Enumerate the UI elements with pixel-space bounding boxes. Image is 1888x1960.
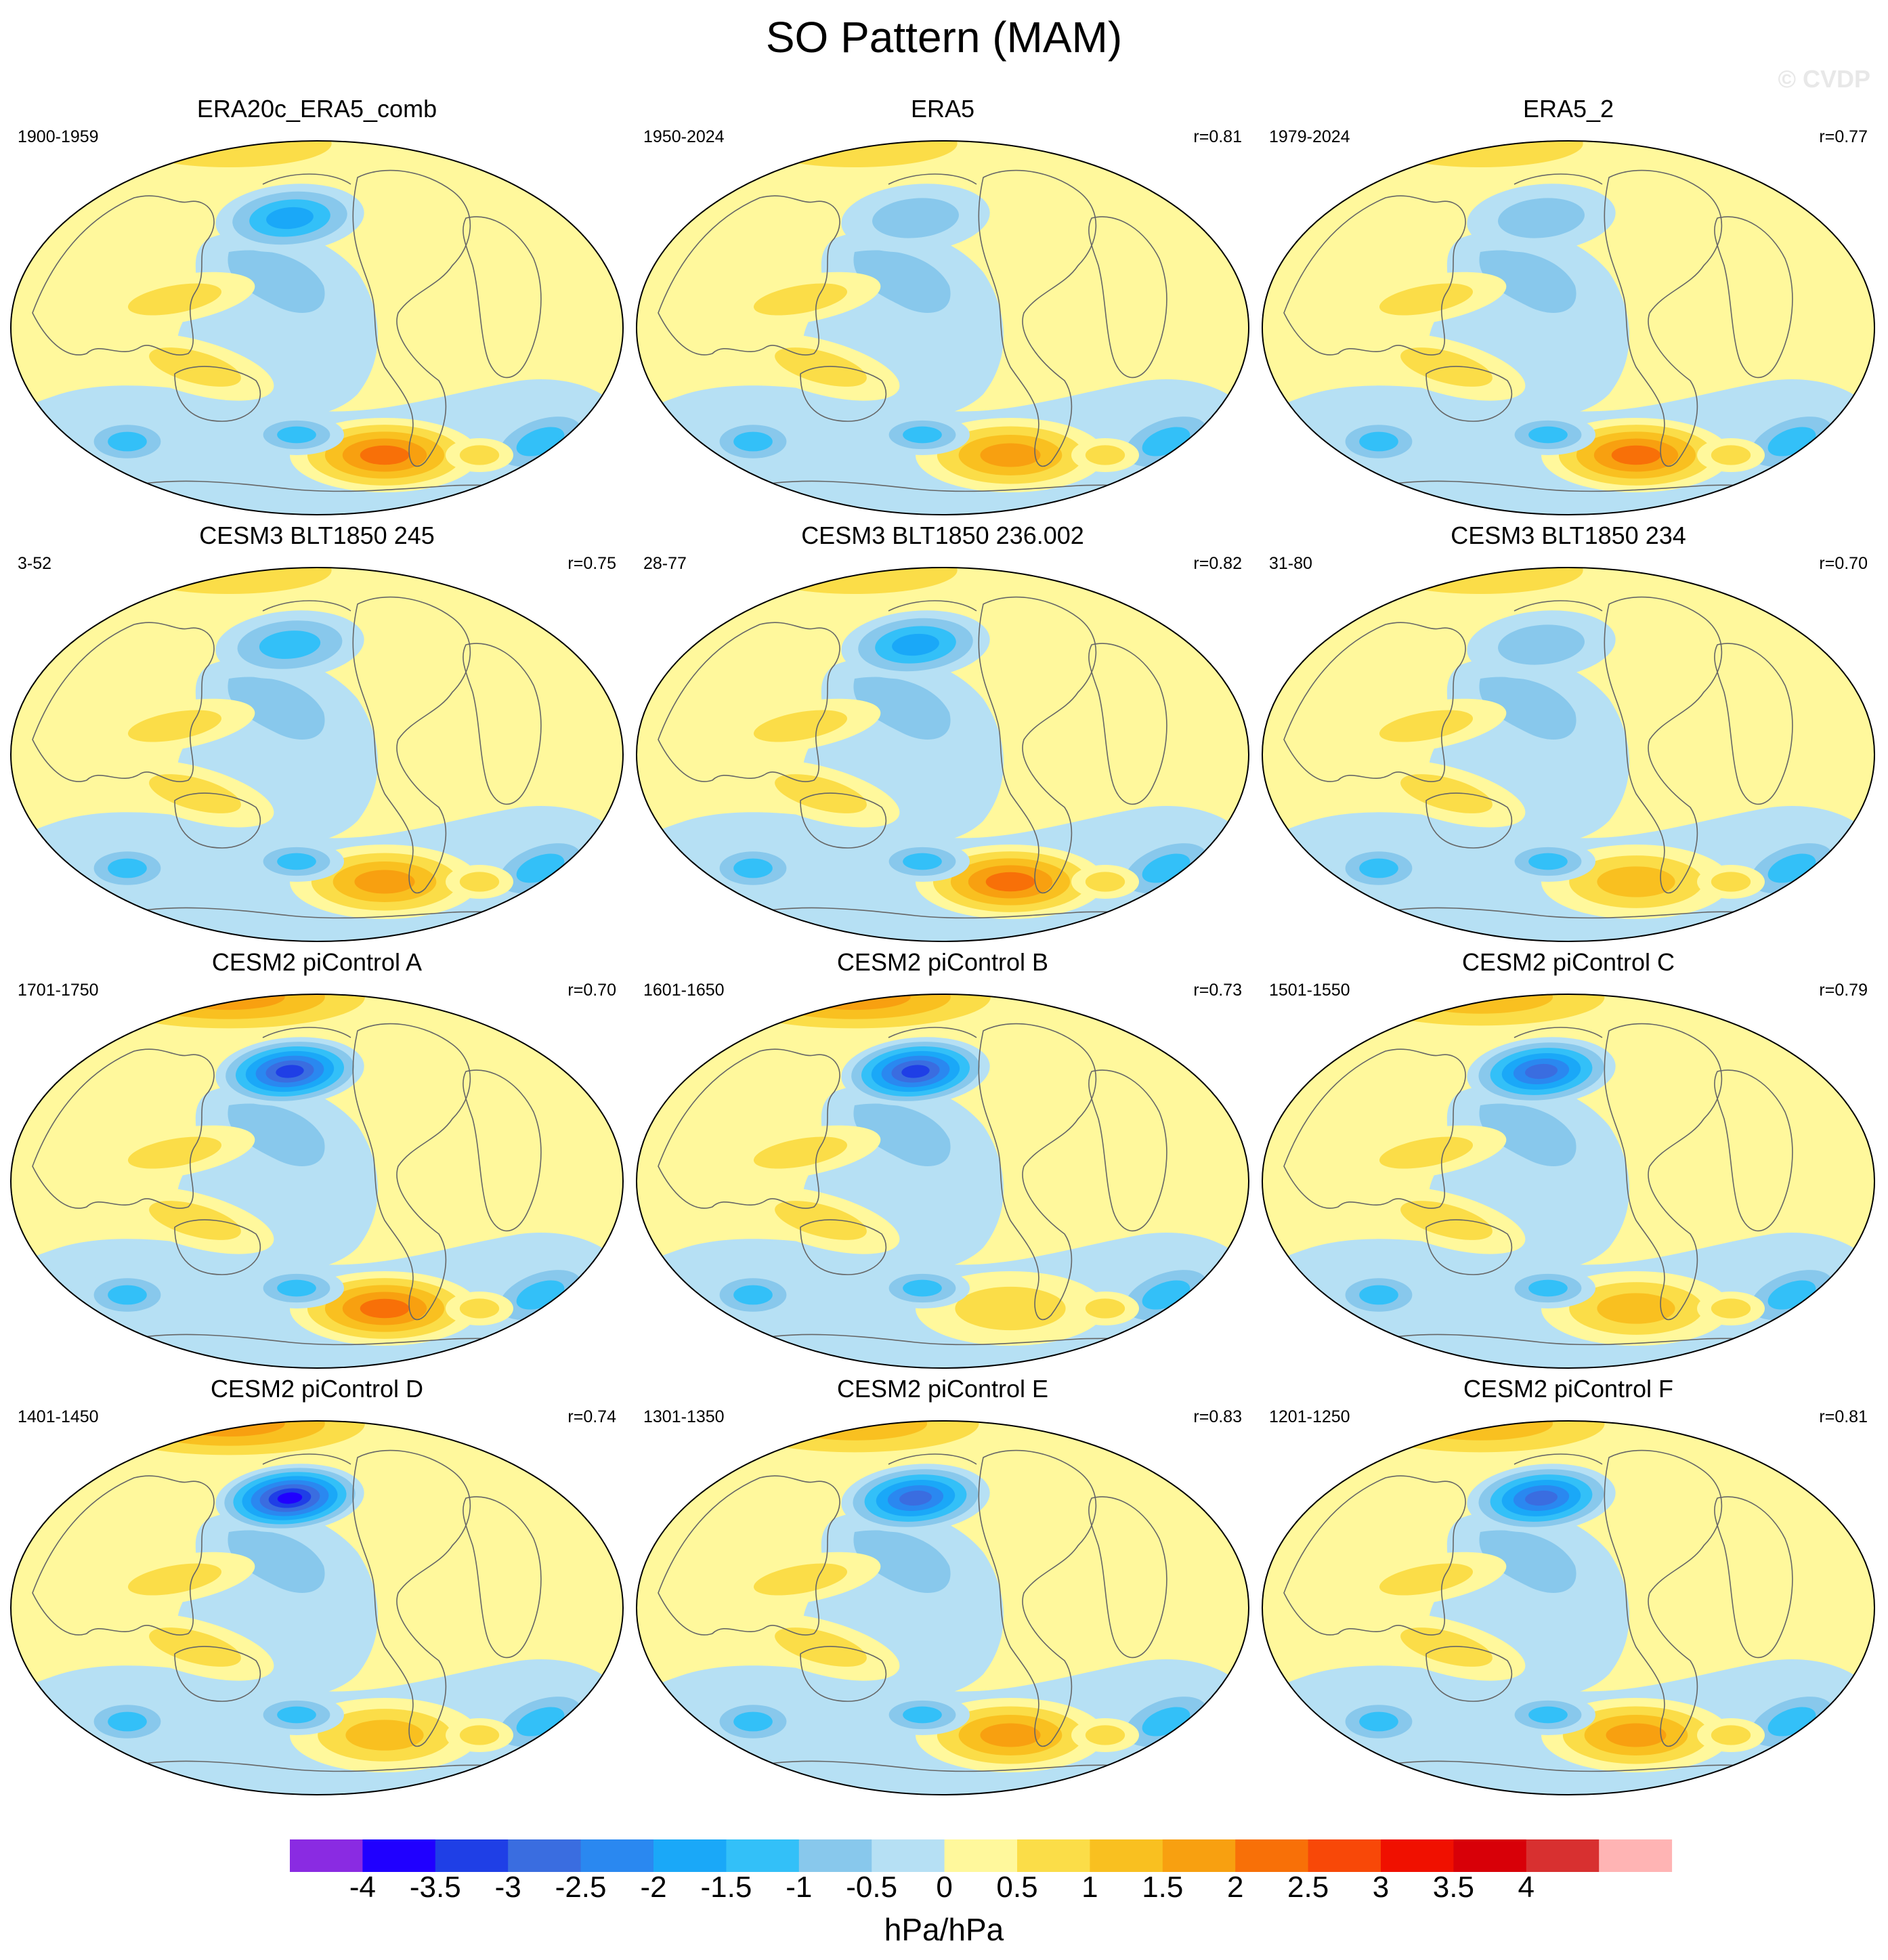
panel-title: ERA5 xyxy=(910,95,975,123)
panel-title: CESM2 piControl E xyxy=(836,1375,1049,1403)
colorbar-swatch xyxy=(726,1839,800,1872)
colorbar-tick-label: 2.5 xyxy=(1287,1871,1329,1904)
colorbar-tick-label: 3 xyxy=(1372,1871,1390,1904)
colorbar-tick-label: -3 xyxy=(494,1871,521,1904)
robinson-map xyxy=(636,140,1249,515)
colorbar-swatch xyxy=(1453,1839,1527,1872)
colorbar-tick-label: 1.5 xyxy=(1142,1871,1184,1904)
colorbar-swatch xyxy=(653,1839,727,1872)
robinson-map xyxy=(10,140,624,515)
colorbar-tick-label: 0 xyxy=(936,1871,953,1904)
colorbar-tick-label: -1.5 xyxy=(700,1871,752,1904)
colorbar-tick-label: -2 xyxy=(640,1871,667,1904)
map-panel: CESM2 piControl D 1401-1450 r=0.74 xyxy=(5,1375,628,1808)
colorbar-tick-label: -1 xyxy=(786,1871,813,1904)
map-panel: CESM2 piControl B 1601-1650 r=0.73 xyxy=(631,948,1254,1382)
panel-years: 1301-1350 xyxy=(643,1407,725,1426)
map-panel: ERA20c_ERA5_comb 1900-1959 xyxy=(5,95,628,528)
panel-title: CESM2 piControl B xyxy=(836,948,1049,976)
robinson-map xyxy=(636,994,1249,1369)
colorbar-swatch xyxy=(872,1839,945,1872)
map-panel: CESM3 BLT1850 234 31-80 r=0.70 xyxy=(1257,521,1880,955)
panel-correlation: r=0.73 xyxy=(1193,981,1242,1000)
colorbar-swatch xyxy=(362,1839,436,1872)
panel-years: 3-52 xyxy=(18,554,52,573)
panel-correlation: r=0.82 xyxy=(1193,554,1242,573)
panel-years: 1601-1650 xyxy=(643,981,725,1000)
colorbar-swatch xyxy=(1017,1839,1090,1872)
robinson-map xyxy=(1262,567,1875,942)
map-panel: ERA5 1950-2024 r=0.81 xyxy=(631,95,1254,528)
panel-correlation: r=0.83 xyxy=(1193,1407,1242,1426)
panel-title: ERA20c_ERA5_comb xyxy=(196,95,437,123)
robinson-map xyxy=(10,567,624,942)
map-panel: CESM3 BLT1850 245 3-52 r=0.75 xyxy=(5,521,628,955)
colorbar-tick-label: 2 xyxy=(1226,1871,1244,1904)
colorbar-swatch xyxy=(508,1839,582,1872)
panel-years: 1201-1250 xyxy=(1269,1407,1350,1426)
panel-correlation: r=0.75 xyxy=(567,554,616,573)
colorbar-swatch xyxy=(1162,1839,1236,1872)
panel-title: CESM2 piControl D xyxy=(210,1375,424,1403)
map-panel: CESM2 piControl E 1301-1350 r=0.83 xyxy=(631,1375,1254,1808)
robinson-map xyxy=(1262,140,1875,515)
robinson-map xyxy=(1262,1420,1875,1795)
panel-title: CESM2 piControl F xyxy=(1463,1375,1674,1403)
robinson-map xyxy=(10,1420,624,1795)
map-panel: CESM2 piControl F 1201-1250 r=0.81 xyxy=(1257,1375,1880,1808)
colorbar-tick-label: 0.5 xyxy=(996,1871,1038,1904)
colorbar-swatch xyxy=(580,1839,654,1872)
panel-title: ERA5_2 xyxy=(1522,95,1614,123)
map-panel: CESM3 BLT1850 236.002 28-77 r=0.82 xyxy=(631,521,1254,955)
colorbar-tick-label: -4 xyxy=(349,1871,376,1904)
map-panel: ERA5_2 1979-2024 r=0.77 xyxy=(1257,95,1880,528)
colorbar-swatch xyxy=(435,1839,509,1872)
panel-years: 1900-1959 xyxy=(18,127,99,146)
panel-correlation: r=0.79 xyxy=(1819,981,1868,1000)
panel-title: CESM2 piControl C xyxy=(1461,948,1675,976)
colorbar-tick-label: 1 xyxy=(1081,1871,1098,1904)
robinson-map xyxy=(636,1420,1249,1795)
watermark: © CVDP xyxy=(1778,65,1870,93)
colorbar-tick-label: -0.5 xyxy=(846,1871,898,1904)
panel-years: 31-80 xyxy=(1269,554,1312,573)
panel-title: CESM3 BLT1850 236.002 xyxy=(801,521,1084,549)
panel-years: 1979-2024 xyxy=(1269,127,1350,146)
colorbar-swatch xyxy=(1599,1839,1673,1872)
colorbar-swatch xyxy=(1235,1839,1309,1872)
robinson-map xyxy=(1262,994,1875,1369)
panel-title: CESM2 piControl A xyxy=(211,948,423,976)
panel-correlation: r=0.74 xyxy=(567,1407,616,1426)
panel-title: CESM3 BLT1850 245 xyxy=(199,521,435,549)
figure-title: SO Pattern (MAM) xyxy=(765,13,1123,62)
panel-years: 1501-1550 xyxy=(1269,981,1350,1000)
panel-correlation: r=0.81 xyxy=(1193,127,1242,146)
panel-title: CESM3 BLT1850 234 xyxy=(1451,521,1686,549)
colorbar-tick-label: -3.5 xyxy=(409,1871,461,1904)
panel-correlation: r=0.70 xyxy=(1819,554,1868,573)
panel-years: 1701-1750 xyxy=(18,981,99,1000)
colorbar-swatch xyxy=(798,1839,872,1872)
panel-years: 1401-1450 xyxy=(18,1407,99,1426)
colorbar-units: hPa/hPa xyxy=(884,1912,1004,1947)
map-panel: CESM2 piControl C 1501-1550 r=0.79 xyxy=(1257,948,1880,1382)
colorbar-swatch xyxy=(290,1839,363,1872)
colorbar-tick-label: 3.5 xyxy=(1432,1871,1474,1904)
panel-correlation: r=0.81 xyxy=(1819,1407,1868,1426)
robinson-map xyxy=(636,567,1249,942)
robinson-map xyxy=(10,994,624,1369)
panel-correlation: r=0.77 xyxy=(1819,127,1868,146)
colorbar-swatch xyxy=(1381,1839,1454,1872)
colorbar-swatch xyxy=(1308,1839,1381,1872)
colorbar-swatch xyxy=(1090,1839,1163,1872)
colorbar-tick-label: 4 xyxy=(1518,1871,1535,1904)
panel-correlation: r=0.70 xyxy=(567,981,616,1000)
panel-years: 28-77 xyxy=(643,554,687,573)
colorbar-swatch xyxy=(944,1839,1018,1872)
colorbar-tick-label: -2.5 xyxy=(555,1871,607,1904)
panel-years: 1950-2024 xyxy=(643,127,725,146)
map-panel: CESM2 piControl A 1701-1750 r=0.70 xyxy=(5,948,628,1382)
colorbar-swatch xyxy=(1526,1839,1600,1872)
